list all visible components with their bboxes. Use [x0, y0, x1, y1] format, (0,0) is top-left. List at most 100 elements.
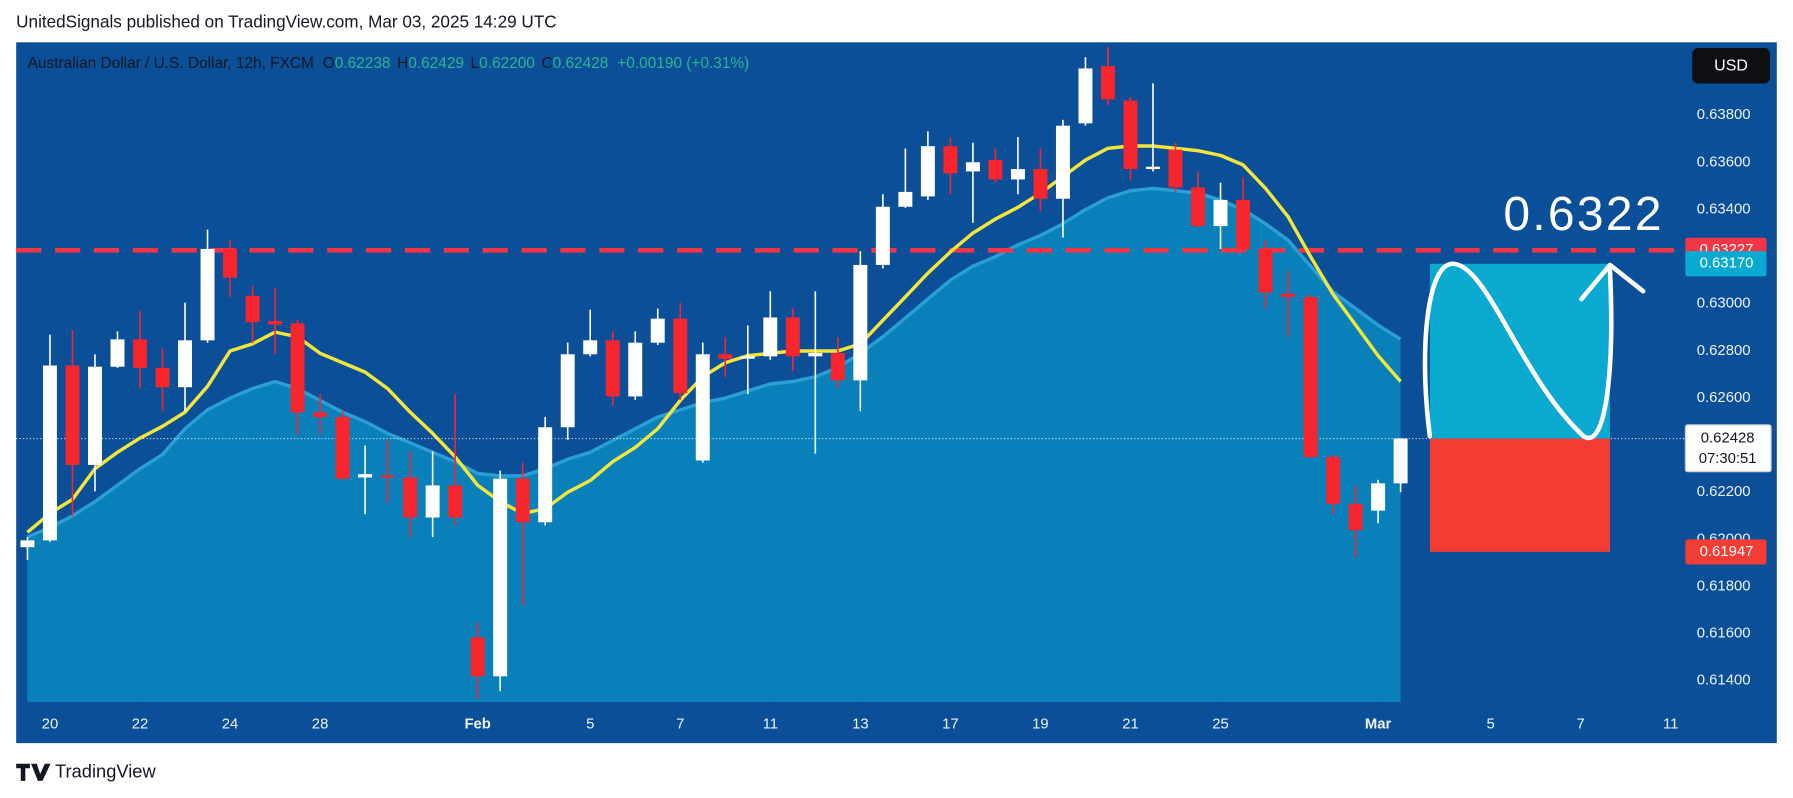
candle-body	[1213, 199, 1228, 227]
currency-button[interactable]	[1692, 48, 1770, 84]
candle-body	[65, 365, 80, 465]
candle-body	[1258, 248, 1273, 293]
candle-body	[42, 365, 57, 541]
candle-body	[268, 321, 283, 325]
candle-body	[943, 146, 958, 174]
x-tick-label: 7	[1577, 717, 1585, 733]
candle-body	[1348, 503, 1363, 531]
footer-brand: TradingView	[55, 761, 156, 782]
projection-arrowhead	[1579, 262, 1646, 302]
x-tick-label: 17	[942, 717, 959, 733]
candle-body	[965, 162, 980, 172]
x-tick-label: 24	[222, 717, 239, 733]
candle-body	[493, 478, 508, 677]
candle-body	[650, 318, 665, 343]
price-tag-label: 0.61947	[1700, 544, 1754, 560]
legend-value: 0.62238	[335, 55, 391, 72]
legend-key: L	[471, 55, 480, 72]
candle-body	[988, 159, 1003, 180]
y-tick-label: 0.62200	[1697, 484, 1751, 500]
ma-fast-line	[26, 144, 1402, 534]
candle-body	[808, 353, 823, 357]
y-tick-label: 0.63400	[1697, 201, 1751, 217]
candle-body	[448, 485, 463, 518]
x-tick-label: 13	[852, 717, 869, 733]
price-tag-label: 0.63170	[1700, 256, 1754, 272]
x-tick-label: 11	[763, 717, 778, 733]
candle-body	[1123, 100, 1138, 170]
footer-logo	[16, 763, 51, 781]
last-price-tag	[1684, 424, 1772, 473]
y-tick-label: 0.61400	[1697, 673, 1751, 689]
candle-body	[830, 353, 845, 381]
x-tick-label: 25	[1212, 717, 1229, 733]
candle-body	[245, 295, 260, 323]
candle-body	[178, 340, 192, 388]
candle-body	[1168, 149, 1183, 188]
candle-body	[290, 323, 305, 413]
candle-body	[20, 540, 35, 548]
projection-curve	[1422, 261, 1614, 441]
overlay: 0.63220.632270.631700.624190.619470.6242…	[1422, 188, 1772, 565]
legend-value: 0.62200	[479, 55, 535, 72]
candle-body	[898, 191, 913, 207]
header-title: UnitedSignals published on TradingView.c…	[16, 11, 556, 31]
candle-body	[1100, 66, 1115, 100]
x-tick-label: 19	[1032, 717, 1049, 733]
candle-body	[785, 317, 800, 357]
candle-body	[1393, 438, 1408, 484]
price-tag	[1685, 251, 1767, 277]
x-tick-label: 5	[1487, 717, 1495, 733]
legend: Australian Dollar / U.S. Dollar, 12h, FX…	[28, 55, 750, 72]
x-tick-label: Feb	[464, 717, 490, 733]
candle-body	[223, 248, 238, 278]
x-tick-label: 5	[586, 717, 594, 733]
candle-body	[87, 366, 102, 465]
candle-body	[1371, 483, 1386, 511]
y-tick-label: 0.63800	[1697, 107, 1751, 123]
candle-body	[1146, 166, 1160, 170]
candle-body	[920, 146, 935, 197]
candle-body	[1281, 293, 1296, 297]
candle-body	[470, 637, 485, 677]
candle-body	[358, 474, 373, 478]
candle-body	[875, 206, 890, 265]
x-tick-label: 20	[42, 717, 59, 733]
legend-value: 0.62428	[553, 55, 609, 72]
candle-body	[155, 367, 170, 388]
candle-body	[1033, 169, 1048, 199]
candle-body	[515, 478, 530, 523]
candle-body	[133, 339, 147, 368]
y-tick-label: 0.61600	[1697, 626, 1751, 642]
candle-body	[695, 354, 710, 461]
candle-body	[313, 412, 328, 417]
candle-body	[673, 318, 688, 394]
countdown-label: 07:30:51	[1699, 451, 1757, 467]
candle-body	[425, 485, 440, 518]
candle-body	[110, 339, 125, 367]
last-price-label: 0.62428	[1701, 430, 1755, 446]
candle-body	[1078, 68, 1093, 124]
ma-slow-line	[26, 186, 1402, 539]
candle-body	[583, 340, 598, 355]
candle-body	[560, 354, 575, 428]
legend-value: 0.62429	[408, 55, 464, 72]
candle-body	[605, 340, 620, 397]
candle-body	[380, 475, 395, 478]
legend-key: C	[541, 55, 552, 72]
currency-label[interactable]: USD	[1714, 58, 1748, 75]
candle-body	[403, 477, 418, 518]
y-tick-label: 0.62600	[1697, 390, 1751, 406]
y-tick-label: 0.62800	[1697, 343, 1751, 359]
ma-area	[27, 188, 1401, 702]
candle-body	[763, 317, 778, 357]
candle-body	[718, 354, 733, 359]
price-tag	[1685, 539, 1767, 565]
y-tick-label: 0.63000	[1697, 296, 1751, 312]
x-tick-label: 11	[1663, 717, 1678, 733]
plot: 20 22 24 28 Feb 5 7 11 13 17 19 21 25 Mar 5 7 11 0.61400 0…	[16, 46, 1751, 733]
candle-body	[740, 356, 755, 359]
y-tick-label: 0.61800	[1697, 578, 1751, 594]
x-tick-label: 21	[1122, 717, 1139, 733]
